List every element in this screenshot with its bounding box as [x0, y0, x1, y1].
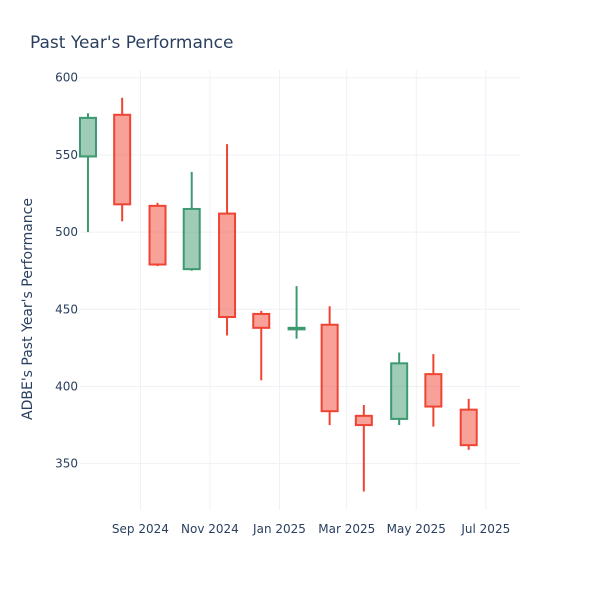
candle-decreasing: [354, 405, 373, 492]
grid-layer: [80, 70, 520, 510]
axis-layer: 350 400 450 500 550 600 Sep 2024 Nov 2024 Jan 20…: [55, 71, 510, 536]
x-tick-label: Jan 2025: [252, 522, 306, 536]
candle-body: [287, 326, 306, 331]
x-tick-label: Jul 2025: [460, 522, 510, 536]
candle-decreasing: [424, 354, 443, 427]
y-tick-label: 600: [55, 71, 78, 85]
candle-increasing: [390, 352, 409, 426]
candle-body: [182, 207, 201, 271]
y-tick-label: 350: [55, 457, 78, 471]
y-tick-label: 400: [55, 379, 78, 393]
y-tick-label: 500: [55, 225, 78, 239]
candle-body: [78, 116, 97, 158]
x-tick-label: Nov 2024: [181, 522, 239, 536]
candle-body: [390, 362, 409, 420]
y-tick-label: 450: [55, 302, 78, 316]
x-tick-label: Mar 2025: [318, 522, 375, 536]
candle-decreasing: [113, 97, 132, 222]
candle-increasing: [287, 286, 306, 339]
candle-decreasing: [218, 144, 237, 336]
candle-body: [218, 212, 237, 319]
x-tick-label: Sep 2024: [112, 522, 169, 536]
candle-increasing: [78, 113, 97, 233]
x-tick-label: May 2025: [387, 522, 446, 536]
candle-decreasing: [459, 398, 478, 450]
candle-layer: [78, 97, 478, 492]
candle-body: [459, 408, 478, 447]
candle-body: [148, 204, 167, 266]
chart-title: Past Year's Performance: [30, 33, 234, 53]
candle-decreasing: [148, 202, 167, 267]
candle-increasing: [182, 171, 201, 271]
candle-body: [252, 312, 271, 329]
candle-body: [320, 323, 339, 413]
y-tick-label: 550: [55, 148, 78, 162]
y-axis-title: ADBE's Past Year's Performance: [20, 198, 36, 420]
candle-body: [354, 414, 373, 427]
candle-body: [424, 373, 443, 408]
candle-decreasing: [320, 306, 339, 426]
candle-body: [113, 113, 132, 206]
candle-decreasing: [252, 310, 271, 381]
